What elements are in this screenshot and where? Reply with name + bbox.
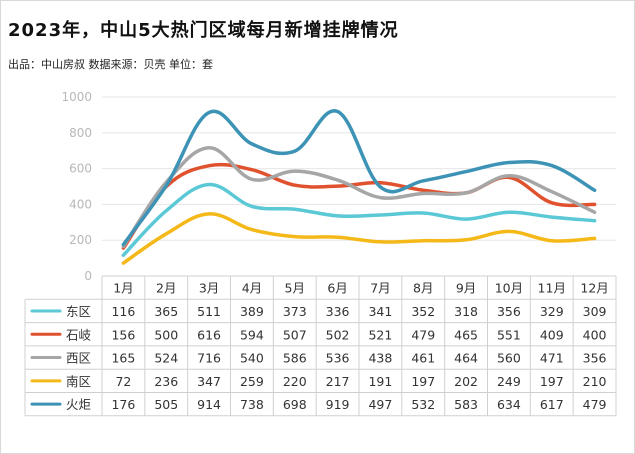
data-label: 389 (240, 304, 264, 319)
data-label: 202 (454, 374, 478, 389)
x-category-label: 6月 (327, 281, 347, 296)
data-label: 479 (583, 397, 607, 412)
data-label: 409 (540, 327, 564, 342)
data-label: 540 (240, 351, 264, 366)
x-category-label: 9月 (456, 281, 476, 296)
chart-subtitle: 出品：中山房叔 数据来源：贝壳 单位：套 (8, 58, 213, 71)
series-line-西区 (121, 146, 597, 249)
data-label: 347 (197, 374, 221, 389)
data-label: 464 (454, 351, 478, 366)
x-category-label: 1月 (113, 281, 133, 296)
series-line-南区 (121, 212, 597, 265)
series-line-石岐 (121, 162, 597, 250)
data-label: 536 (326, 351, 350, 366)
x-category-label: 2月 (156, 281, 176, 296)
series-line-东区 (121, 182, 597, 257)
data-label: 716 (197, 351, 221, 366)
x-category-label: 3月 (199, 281, 219, 296)
x-category-label: 8月 (413, 281, 433, 296)
legend-label: 火炬 (66, 397, 91, 412)
data-label: 356 (497, 304, 521, 319)
data-label: 356 (583, 351, 607, 366)
data-label: 210 (583, 374, 607, 389)
data-label: 617 (540, 397, 564, 412)
data-label: 471 (540, 351, 564, 366)
data-label: 479 (411, 327, 435, 342)
data-label: 191 (368, 374, 392, 389)
data-label: 249 (497, 374, 521, 389)
x-category-label: 10月 (495, 281, 523, 296)
data-label: 502 (326, 327, 350, 342)
data-label: 505 (154, 397, 178, 412)
data-label: 217 (326, 374, 350, 389)
data-label: 336 (326, 304, 350, 319)
data-label: 236 (154, 374, 178, 389)
data-label: 438 (368, 351, 392, 366)
data-label: 156 (111, 327, 135, 342)
data-label: 352 (411, 304, 435, 319)
data-label: 165 (111, 351, 135, 366)
data-label: 329 (540, 304, 564, 319)
data-label: 738 (240, 397, 264, 412)
x-category-label: 7月 (370, 281, 390, 296)
data-label: 583 (454, 397, 478, 412)
data-label: 521 (368, 327, 392, 342)
x-category-label: 4月 (242, 281, 262, 296)
y-tick-label: 200 (69, 233, 92, 247)
data-label: 698 (283, 397, 307, 412)
legend-label: 西区 (66, 351, 91, 366)
y-tick-label: 0 (84, 269, 92, 283)
data-label: 511 (197, 304, 221, 319)
data-label: 309 (583, 304, 607, 319)
data-label: 259 (240, 374, 264, 389)
chart-title: 2023年，中山5大热门区域每月新增挂牌情况 (8, 20, 399, 41)
data-label: 220 (283, 374, 307, 389)
legend-label: 东区 (66, 304, 91, 319)
x-category-label: 12月 (580, 281, 608, 296)
y-tick-label: 1000 (61, 90, 92, 104)
series-lines (121, 109, 597, 265)
data-label: 507 (283, 327, 307, 342)
y-tick-label: 600 (69, 162, 92, 176)
data-label: 616 (197, 327, 221, 342)
data-label: 919 (326, 397, 350, 412)
series-line-火炬 (121, 109, 597, 247)
x-category-label: 11月 (538, 281, 566, 296)
data-label: 176 (111, 397, 135, 412)
data-label: 551 (497, 327, 521, 342)
data-label: 373 (283, 304, 307, 319)
y-tick-label: 800 (69, 126, 92, 140)
data-label: 594 (240, 327, 264, 342)
data-label: 560 (497, 351, 521, 366)
data-label: 116 (111, 304, 135, 319)
data-label: 634 (497, 397, 521, 412)
data-label: 72 (115, 374, 131, 389)
data-label: 400 (583, 327, 607, 342)
data-label: 914 (197, 397, 221, 412)
x-category-label: 5月 (285, 281, 305, 296)
data-label: 318 (454, 304, 478, 319)
data-label: 197 (411, 374, 435, 389)
legend-label: 石岐 (66, 327, 92, 342)
data-label: 500 (154, 327, 178, 342)
data-label: 532 (411, 397, 435, 412)
data-label: 586 (283, 351, 307, 366)
y-tick-label: 400 (69, 197, 92, 211)
data-label: 524 (154, 351, 178, 366)
data-label: 365 (154, 304, 178, 319)
data-label: 341 (368, 304, 392, 319)
y-axis-ticks: 0 200 400 600 800 1000 (61, 90, 92, 283)
data-label: 197 (540, 374, 564, 389)
data-label: 497 (368, 397, 392, 412)
data-label: 461 (411, 351, 435, 366)
legend-label: 南区 (66, 374, 91, 389)
data-label: 465 (454, 327, 478, 342)
